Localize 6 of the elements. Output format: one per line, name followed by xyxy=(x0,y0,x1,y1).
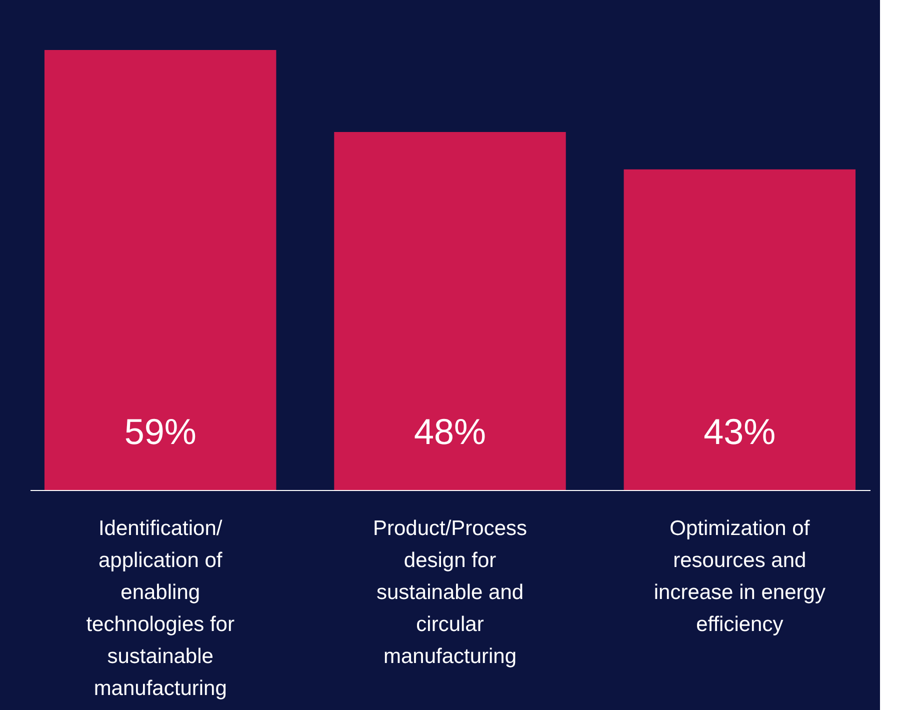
x-tick-label: Optimization of resources and increase in energy efficiency xyxy=(654,517,826,636)
x-tick-label: Product/Process design for sustainable and circular manufacturing xyxy=(372,517,528,668)
data-label: 43% xyxy=(704,411,776,452)
data-label: 48% xyxy=(414,411,486,452)
x-tick-label: Identification/ application of enabling technologies for sustainable manufacturing xyxy=(86,517,234,700)
data-label: 59% xyxy=(124,411,196,452)
